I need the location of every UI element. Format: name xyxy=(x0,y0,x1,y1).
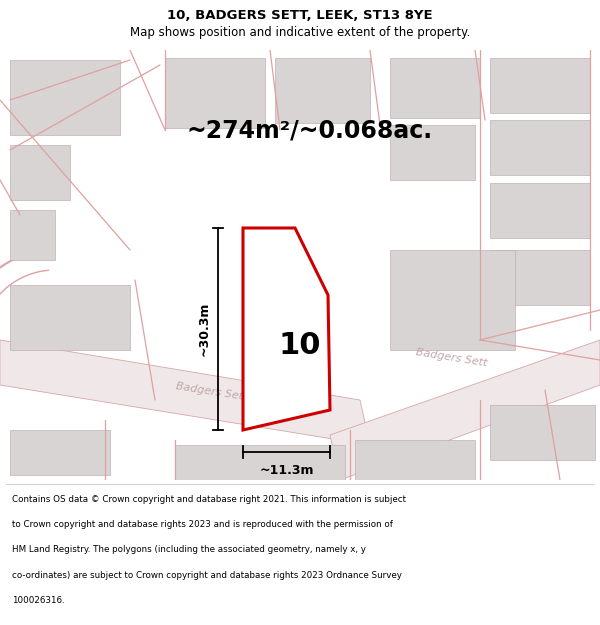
Polygon shape xyxy=(330,340,600,480)
Polygon shape xyxy=(175,445,345,480)
Polygon shape xyxy=(490,250,590,305)
Polygon shape xyxy=(490,120,590,175)
Text: 10: 10 xyxy=(279,331,321,359)
Text: ~274m²/~0.068ac.: ~274m²/~0.068ac. xyxy=(187,118,433,142)
Polygon shape xyxy=(490,183,590,238)
Polygon shape xyxy=(10,285,130,350)
Polygon shape xyxy=(355,440,475,480)
Text: HM Land Registry. The polygons (including the associated geometry, namely x, y: HM Land Registry. The polygons (includin… xyxy=(12,545,366,554)
Text: Badgers Sett: Badgers Sett xyxy=(175,381,248,402)
Polygon shape xyxy=(390,125,475,180)
Polygon shape xyxy=(0,340,370,445)
Text: ~30.3m: ~30.3m xyxy=(197,302,211,356)
Text: 10, BADGERS SETT, LEEK, ST13 8YE: 10, BADGERS SETT, LEEK, ST13 8YE xyxy=(167,9,433,22)
Text: ~11.3m: ~11.3m xyxy=(259,464,314,476)
Polygon shape xyxy=(490,405,595,460)
Polygon shape xyxy=(165,58,265,128)
Polygon shape xyxy=(490,58,590,113)
Text: Badgers Sett: Badgers Sett xyxy=(415,348,488,369)
Polygon shape xyxy=(10,145,70,200)
Polygon shape xyxy=(390,58,480,118)
Polygon shape xyxy=(390,250,515,350)
Polygon shape xyxy=(10,210,55,260)
Text: Contains OS data © Crown copyright and database right 2021. This information is : Contains OS data © Crown copyright and d… xyxy=(12,494,406,504)
Polygon shape xyxy=(243,228,330,430)
Text: 100026316.: 100026316. xyxy=(12,596,65,605)
Polygon shape xyxy=(275,58,370,123)
Text: co-ordinates) are subject to Crown copyright and database rights 2023 Ordnance S: co-ordinates) are subject to Crown copyr… xyxy=(12,571,402,579)
Text: to Crown copyright and database rights 2023 and is reproduced with the permissio: to Crown copyright and database rights 2… xyxy=(12,520,393,529)
Polygon shape xyxy=(10,60,120,135)
Text: Map shows position and indicative extent of the property.: Map shows position and indicative extent… xyxy=(130,26,470,39)
Polygon shape xyxy=(10,430,110,475)
Polygon shape xyxy=(0,50,600,480)
